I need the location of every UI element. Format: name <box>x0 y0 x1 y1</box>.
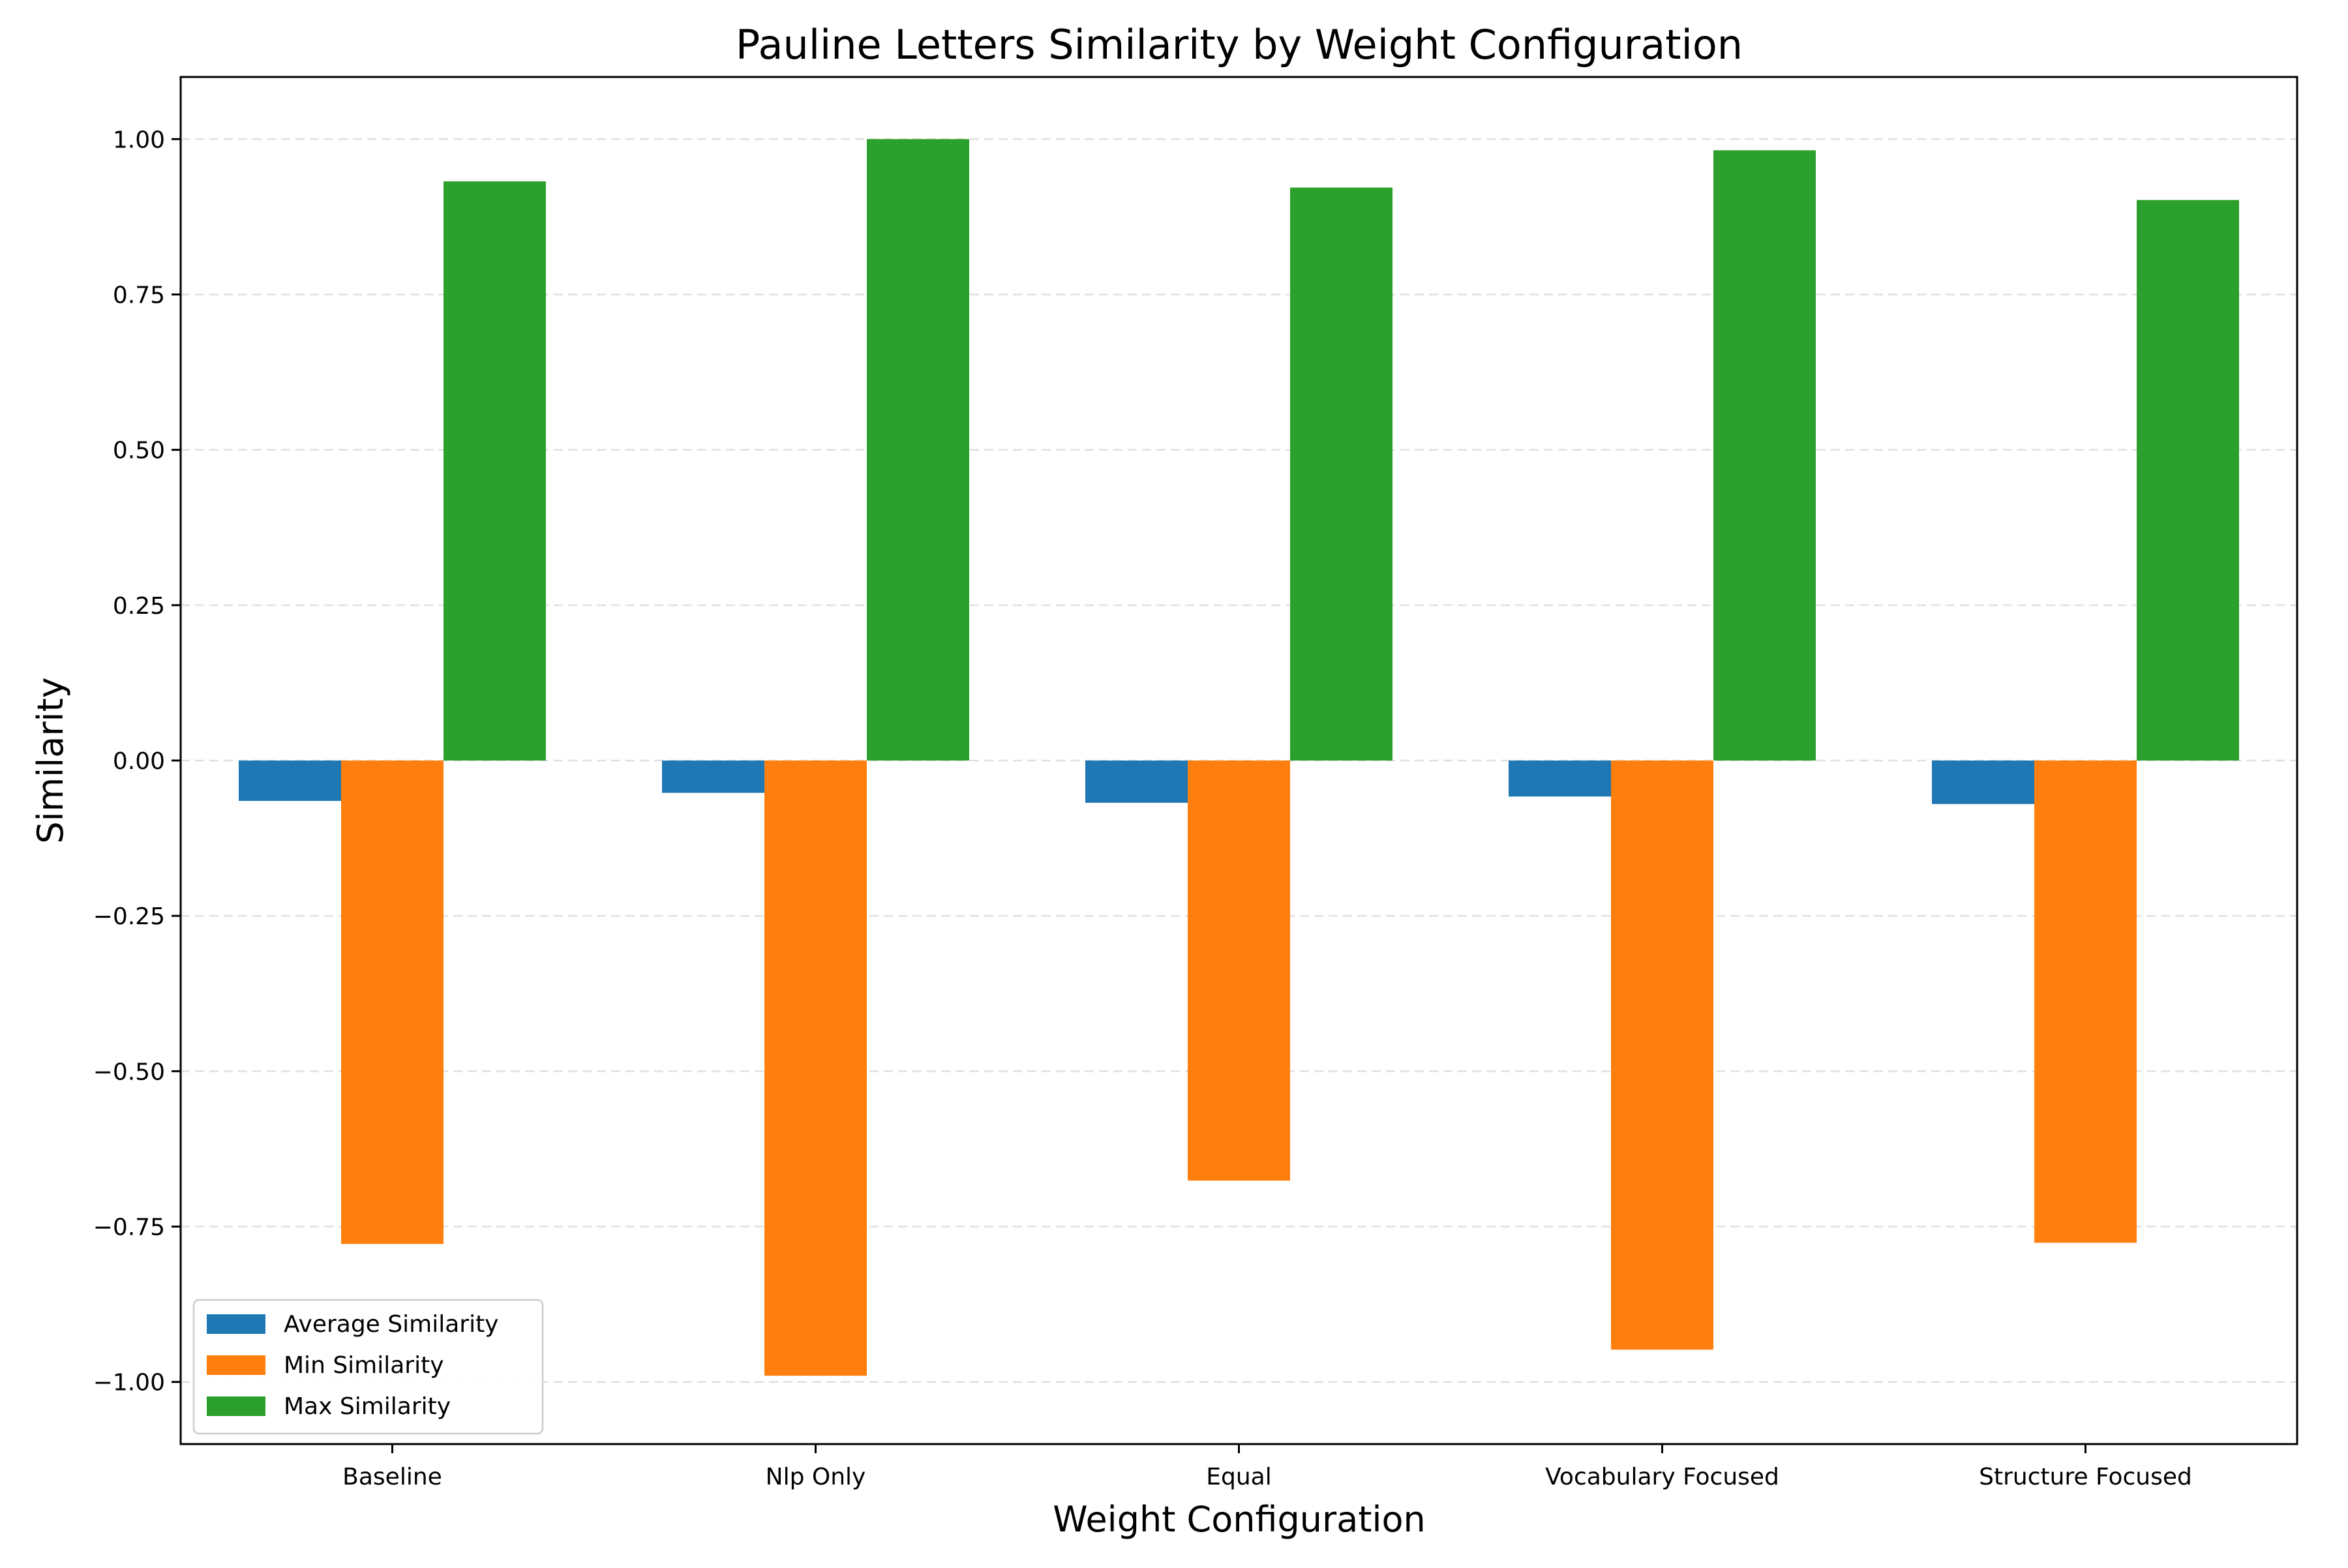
x-tick-label: Nlp Only <box>766 1464 866 1490</box>
bar-min-similarity-structure-focused <box>2034 761 2137 1243</box>
y-tick-label: −0.25 <box>93 903 165 930</box>
y-tick-label: −0.50 <box>93 1059 165 1085</box>
legend-swatch-average-similarity <box>207 1314 265 1334</box>
y-tick-label: −1.00 <box>93 1370 165 1396</box>
bar-max-similarity-nlp-only <box>867 139 969 761</box>
x-tick-label: Structure Focused <box>1979 1464 2192 1490</box>
y-tick-label: 0.25 <box>113 593 165 620</box>
bar-max-similarity-baseline <box>444 181 546 761</box>
bar-min-similarity-vocabulary-focused <box>1611 761 1713 1350</box>
bar-max-similarity-equal <box>1290 187 1392 761</box>
y-tick-label: 0.75 <box>113 282 165 309</box>
y-tick-label: 0.50 <box>113 438 165 464</box>
bar-max-similarity-structure-focused <box>2137 200 2239 761</box>
legend-swatch-min-similarity <box>207 1355 265 1375</box>
chart-title: Pauline Letters Similarity by Weight Con… <box>736 21 1743 68</box>
y-axis-label: Similarity <box>30 677 71 843</box>
y-tick-label: 1.00 <box>113 127 165 153</box>
bar-min-similarity-nlp-only <box>764 761 867 1376</box>
bar-min-similarity-baseline <box>341 761 444 1244</box>
legend-swatch-max-similarity <box>207 1396 265 1416</box>
bar-average-similarity-baseline <box>239 761 341 801</box>
legend-box <box>192 1299 544 1435</box>
bar-average-similarity-nlp-only <box>662 761 764 793</box>
x-axis: Baseline Nlp Only Equal Vocabulary Focused S… <box>342 1444 2192 1490</box>
x-tick-label: Vocabulary Focused <box>1545 1464 1779 1490</box>
bar-max-similarity-vocabulary-focused <box>1713 150 1816 761</box>
legend: Average Similarity Min Similarity Max Simi… <box>192 1299 544 1435</box>
legend-label-max-similarity: Max Similarity <box>284 1393 451 1420</box>
y-tick-label: 0.00 <box>113 748 165 775</box>
x-tick-label: Baseline <box>342 1464 442 1490</box>
y-tick-label: −0.75 <box>93 1214 165 1241</box>
legend-label-min-similarity: Min Similarity <box>284 1352 444 1379</box>
bar-min-similarity-equal <box>1188 761 1290 1181</box>
legend-label-average-similarity: Average Similarity <box>284 1311 498 1338</box>
bar-average-similarity-vocabulary-focused <box>1509 761 1611 797</box>
y-axis: −1.00 −0.75 −0.50 −0.25 0.00 0.25 0.50 0.75 1.00 <box>93 127 181 1396</box>
bars <box>239 139 2239 1376</box>
x-axis-label: Weight Configuration <box>1053 1499 1426 1540</box>
bar-average-similarity-equal <box>1085 761 1188 803</box>
x-tick-label: Equal <box>1206 1464 1271 1490</box>
bar-average-similarity-structure-focused <box>1932 761 2034 804</box>
